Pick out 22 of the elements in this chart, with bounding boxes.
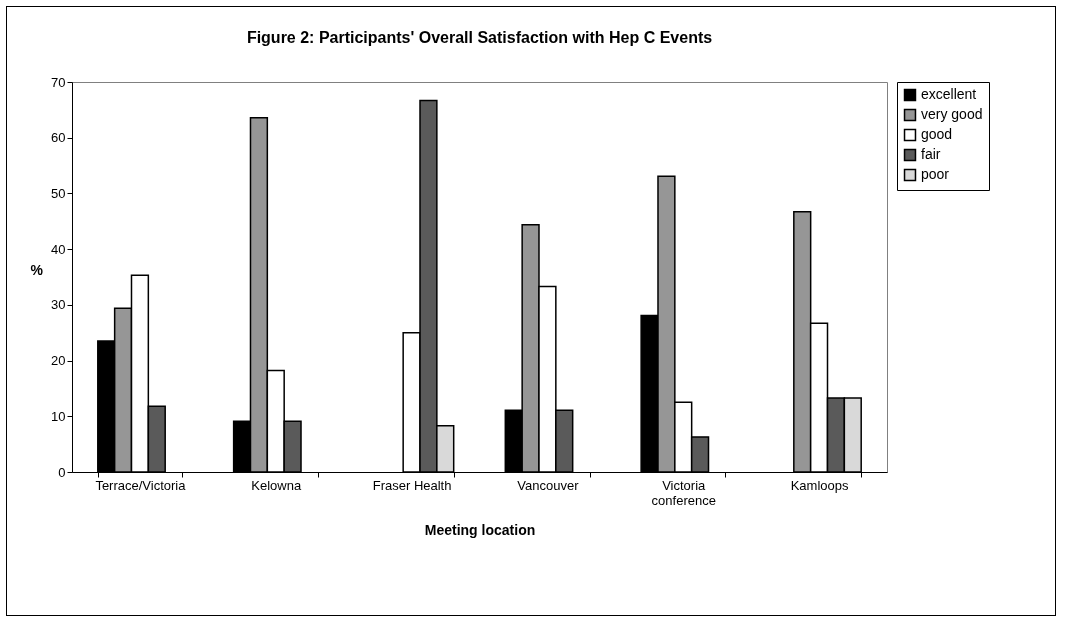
x-tick-label: Terrace/Victoria bbox=[95, 477, 187, 493]
y-tick-label: 0 bbox=[58, 464, 66, 480]
legend-label: fair bbox=[921, 146, 941, 162]
y-tick-label: 50 bbox=[51, 185, 66, 201]
x-axis-title: Meeting location bbox=[424, 521, 536, 538]
legend-label: very good bbox=[921, 106, 983, 122]
y-tick-label: 10 bbox=[51, 408, 66, 424]
y-tick-label: 40 bbox=[51, 241, 66, 257]
x-tick-label: Kamloops bbox=[790, 477, 849, 493]
y-axis-title: % bbox=[30, 261, 44, 278]
y-tick-label: 30 bbox=[51, 297, 66, 313]
legend-label: good bbox=[921, 126, 953, 142]
y-tick-label: 20 bbox=[51, 353, 66, 369]
y-tick-label: 70 bbox=[51, 74, 66, 90]
x-tick-label: Kelowna bbox=[251, 477, 302, 493]
x-tick-label: Vancouver bbox=[517, 477, 580, 493]
chart-title: Figure 2: Participants' Overall Satisfaction with Hep C Events bbox=[246, 29, 713, 46]
y-tick-label: 60 bbox=[51, 130, 66, 146]
legend-label: poor bbox=[921, 166, 950, 182]
x-tick-label: Victoria conference bbox=[651, 477, 716, 508]
x-tick-label: Fraser Health bbox=[372, 477, 452, 493]
legend-label: excellent bbox=[921, 86, 977, 102]
